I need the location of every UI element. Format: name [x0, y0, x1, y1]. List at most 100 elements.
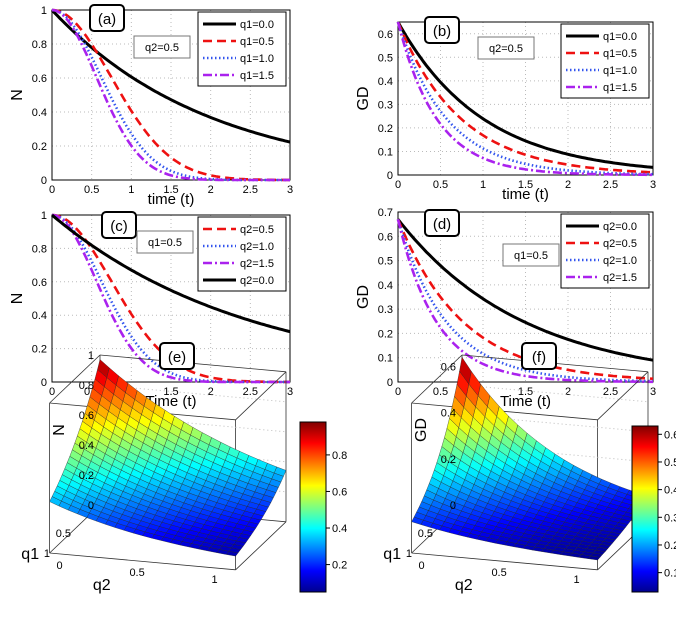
y-tick-label: 0.4 — [32, 107, 47, 119]
x-axis-label: q2 — [455, 577, 473, 594]
x-tick-label: 1 — [128, 184, 134, 196]
chart-panel-b: 0 0.5 1 1.5 2 2.5 3 0 0.1 0.2 0.3 0.4 0.5 0.6 time (t)… — [355, 16, 656, 203]
legend-label: q1=0.0 — [240, 19, 274, 31]
y-tick-label: 0.5 — [378, 256, 393, 268]
y-tick-label: 0.2 — [32, 141, 47, 153]
colorbar-tick-label: 0.1 — [664, 568, 676, 580]
legend-label: q2=1.0 — [240, 241, 274, 253]
x-axis-label: time (t) — [148, 191, 195, 208]
colorbar-tick-label: 0.6 — [664, 429, 676, 441]
legend-label: q1=1.5 — [240, 70, 274, 82]
colorbar-tick-label: 0.2 — [664, 540, 676, 552]
panel-title: (b) — [433, 23, 451, 40]
x-tick-label: 2.5 — [603, 386, 618, 398]
colorbar — [299, 421, 327, 593]
series-line-q2=0.0 — [51, 213, 291, 334]
colorbar-tick-label: 0.8 — [332, 450, 347, 462]
legend-label: q2=0.5 — [603, 238, 637, 250]
panel-title-frame — [424, 16, 460, 44]
x-tick-label: 0 — [419, 560, 425, 572]
x-tick-label: 2.5 — [243, 184, 258, 196]
annotation-frame — [477, 36, 535, 60]
y-tick-label: 0 — [387, 170, 393, 182]
annotation-text: q1=0.5 — [148, 237, 182, 249]
box-edge — [411, 354, 463, 404]
legend-label: q1=1.0 — [240, 53, 274, 65]
x-tick-label: 0 — [395, 386, 401, 398]
y-tick-label: 0.2 — [378, 328, 393, 340]
z-tick-label: 0.6 — [79, 410, 94, 422]
series-line-q1=1.5 — [396, 21, 653, 177]
y-tick-label: 1 — [406, 548, 412, 560]
x-tick-label: 1 — [574, 574, 580, 586]
z-tick-label: 0.4 — [441, 408, 456, 420]
y-axis-label: GD — [355, 87, 372, 111]
series-line-q2=0.0 — [396, 218, 654, 362]
legend-label: q2=1.0 — [603, 255, 637, 267]
y-tick-label: 0 — [41, 175, 47, 187]
panel-title-frame — [89, 4, 125, 32]
legend-label: q2=1.5 — [603, 272, 637, 284]
panel-title-frame — [101, 211, 137, 239]
z-axis-label: N — [51, 424, 68, 436]
x-tick-label: 0 — [49, 386, 55, 398]
x-tick-label: 2.5 — [603, 179, 618, 191]
y-tick-label: 0.6 — [32, 277, 47, 289]
panel-title: (f) — [532, 349, 546, 366]
x-tick-label: 2.5 — [243, 386, 258, 398]
box-edge — [411, 552, 598, 571]
z-tick-label: 0.2 — [79, 470, 94, 482]
y-axis-label: GD — [355, 285, 372, 309]
z-tick-label: 1 — [88, 350, 94, 362]
y-tick-label: 1 — [44, 548, 50, 560]
panel-title-frame — [521, 342, 557, 370]
legend-label: q1=0.5 — [240, 36, 274, 48]
colorbar-tick-label: 0.4 — [332, 523, 347, 535]
x-tick-label: 0 — [57, 560, 63, 572]
y-tick-label: 0.4 — [378, 76, 393, 88]
x-tick-label: 0 — [395, 179, 401, 191]
x-tick-label: 1.5 — [518, 179, 533, 191]
annotation-frame — [502, 243, 560, 267]
y-tick-label: 0.6 — [378, 231, 393, 243]
chart-panel-d: 00.511.522.5300.10.20.30.40.50.60.7Time … — [355, 207, 656, 410]
z-tick-label: 0.2 — [441, 454, 456, 466]
annotation-text: q1=0.5 — [514, 250, 548, 262]
x-tick-label: 1 — [480, 179, 486, 191]
x-tick-label: 0.5 — [129, 567, 144, 579]
x-tick-label: 1 — [212, 574, 218, 586]
box-edge — [235, 521, 287, 571]
y-tick-label: 0.5 — [378, 52, 393, 64]
box-edge — [49, 354, 101, 404]
legend-label: q1=1.5 — [603, 82, 637, 94]
colorbar-tick-label: 0.5 — [664, 457, 676, 469]
series-line-q2=0.5 — [396, 218, 654, 380]
y-tick-label: 0.5 — [56, 528, 71, 540]
y-tick-label: 0.3 — [378, 99, 393, 111]
series-line-q2=1.5 — [396, 218, 653, 384]
x-tick-label: 0.5 — [433, 179, 448, 191]
legend-label: q1=0.0 — [603, 31, 637, 43]
y-axis-label: q1 — [21, 546, 39, 563]
y-tick-label: 0.6 — [378, 29, 393, 41]
surface-patch — [459, 356, 472, 385]
plot-frame — [51, 214, 291, 383]
y-tick-label: 0.2 — [32, 344, 47, 356]
chart-panel-a: 0 0.5 1 1.5 2 2.5 3 0 0.2 0.4 0.6 0.8 1 time (t) N (a) q… — [9, 4, 293, 208]
x-axis-label: time (t) — [502, 186, 549, 203]
y-tick-label: 0.6 — [32, 73, 47, 85]
box-edge — [49, 552, 236, 571]
colorbar-tick-label: 0.4 — [664, 485, 676, 497]
x-axis-label: q2 — [93, 577, 111, 594]
box-edge — [411, 402, 598, 421]
colorbar-tick-label: 0.3 — [664, 512, 676, 524]
plot-frame — [51, 9, 291, 181]
x-tick-label: 2 — [208, 386, 214, 398]
legend-label: q2=0.0 — [240, 275, 274, 287]
series-line-q1=0.5 — [396, 21, 654, 174]
colorbar — [631, 425, 659, 593]
z-tick-label: 0 — [450, 500, 456, 512]
annotation-frame — [136, 230, 194, 254]
y-axis-label: N — [9, 293, 26, 305]
